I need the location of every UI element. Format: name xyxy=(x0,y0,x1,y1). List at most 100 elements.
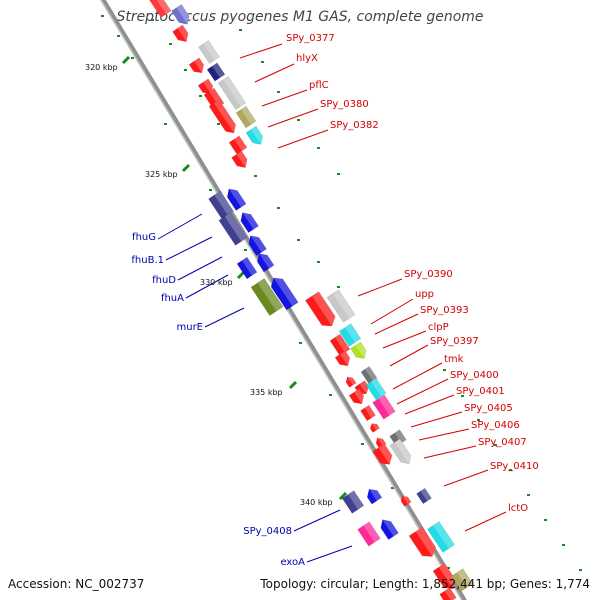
gene-shape-shine xyxy=(369,489,382,501)
gene-shape xyxy=(236,256,258,280)
ruler-dot xyxy=(244,249,247,251)
gene-label[interactable]: pflC xyxy=(309,80,329,91)
gene-shape-shine xyxy=(359,380,369,395)
gene-label[interactable]: SPy_0380 xyxy=(320,99,369,110)
gene-feature xyxy=(372,443,393,465)
gene-shape-shine xyxy=(214,99,236,134)
gene-shape xyxy=(345,376,357,388)
leader-line xyxy=(396,378,449,405)
leader-line xyxy=(185,274,229,299)
gene-label[interactable]: exoA xyxy=(280,557,305,568)
gene-shape xyxy=(408,526,436,557)
gene-shape-shine xyxy=(347,376,357,386)
gene-label[interactable]: fhuA xyxy=(161,293,184,304)
leader-line xyxy=(382,330,427,349)
ruler-dot xyxy=(209,189,212,191)
ruler-dot xyxy=(297,119,300,121)
leader-line xyxy=(410,411,463,428)
gene-shape xyxy=(240,212,259,233)
gene-label[interactable]: fhuB.1 xyxy=(131,255,164,266)
accession-label: Accession: NC_002737 xyxy=(8,577,145,591)
gene-shape-shine xyxy=(371,378,386,397)
gene-shape xyxy=(400,495,412,507)
gene-shape-shine xyxy=(203,40,220,61)
gene-shape-shine xyxy=(242,257,257,276)
gene-feature xyxy=(439,587,457,600)
gene-label[interactable]: SPy_0397 xyxy=(430,336,479,347)
gene-label[interactable]: hlyX xyxy=(296,53,318,64)
gene-label[interactable]: SPy_0400 xyxy=(450,370,499,381)
leader-line xyxy=(239,43,283,59)
gene-shape xyxy=(248,235,267,256)
ruler-dot xyxy=(239,29,242,31)
gene-label[interactable]: SPy_0377 xyxy=(286,33,335,44)
gene-feature xyxy=(369,423,380,433)
gene-feature xyxy=(236,256,258,280)
genome-summary: Topology: circular; Length: 1,852,441 bp… xyxy=(260,577,590,591)
ruler-dot xyxy=(527,494,530,496)
ruler-dot xyxy=(337,286,340,288)
gene-shape-shine xyxy=(355,342,367,359)
gene-label[interactable]: SPy_0408 xyxy=(243,526,292,537)
gene-feature xyxy=(326,289,356,323)
gene-shape xyxy=(206,62,226,82)
gene-label[interactable]: tmk xyxy=(444,354,464,365)
gene-label[interactable]: SPy_0382 xyxy=(330,120,379,131)
ruler-dot xyxy=(117,35,120,37)
gene-feature xyxy=(450,568,474,592)
gene-shape xyxy=(348,388,365,405)
leader-line xyxy=(423,445,477,459)
gene-label[interactable]: fhuD xyxy=(152,275,176,286)
gene-label[interactable]: murE xyxy=(176,322,203,333)
leader-line xyxy=(370,298,414,325)
gene-shape xyxy=(188,57,205,74)
ruler-dot xyxy=(447,567,450,569)
leader-line xyxy=(165,236,213,261)
gene-label[interactable]: SPy_0407 xyxy=(478,437,527,448)
leader-line xyxy=(177,256,223,281)
gene-shape-shine xyxy=(332,289,356,319)
ruler-dot xyxy=(277,91,280,93)
gene-label[interactable]: lctO xyxy=(508,503,528,514)
gene-label[interactable]: SPy_0390 xyxy=(404,269,453,280)
gene-label[interactable]: clpP xyxy=(428,322,449,333)
gene-label[interactable]: upp xyxy=(415,289,434,300)
ruler-dot xyxy=(299,342,302,344)
gene-feature xyxy=(172,24,189,42)
gene-label[interactable]: SPy_0405 xyxy=(464,403,513,414)
gene-shape xyxy=(369,423,380,433)
leader-line xyxy=(293,509,341,532)
gene-feature xyxy=(375,437,387,449)
gene-shape xyxy=(226,188,247,211)
gene-shape-shine xyxy=(382,519,399,537)
gene-feature xyxy=(148,0,172,18)
gene-shape xyxy=(245,125,263,145)
gene-label[interactable]: fhuG xyxy=(132,232,156,243)
ruler-dot xyxy=(461,395,464,397)
gene-feature xyxy=(197,78,214,95)
gene-feature xyxy=(208,99,236,134)
ruler-dot xyxy=(184,69,187,71)
gene-shape-shine xyxy=(177,25,189,42)
gene-shape xyxy=(427,521,455,553)
gene-label[interactable]: SPy_0393 xyxy=(420,305,469,316)
gene-feature xyxy=(365,377,387,401)
gene-shape xyxy=(218,212,248,246)
gene-shape xyxy=(365,377,387,401)
gene-shape-shine xyxy=(203,78,213,94)
gene-shape-shine xyxy=(223,76,246,107)
gene-label[interactable]: SPy_0406 xyxy=(471,420,520,431)
leader-line xyxy=(254,63,295,83)
gene-shape xyxy=(257,253,275,273)
gene-shape-shine xyxy=(378,443,393,465)
gene-feature xyxy=(198,40,220,64)
ruler-dot xyxy=(477,419,480,421)
leader-line xyxy=(306,545,353,563)
ruler-kbp-label: 320 kbp xyxy=(85,63,118,72)
ruler-dot xyxy=(101,15,104,17)
gene-label[interactable]: SPy_0401 xyxy=(456,386,505,397)
gene-label[interactable]: SPy_0410 xyxy=(490,461,539,472)
gene-shape-shine xyxy=(365,366,378,381)
gene-shape-shine xyxy=(234,135,247,151)
